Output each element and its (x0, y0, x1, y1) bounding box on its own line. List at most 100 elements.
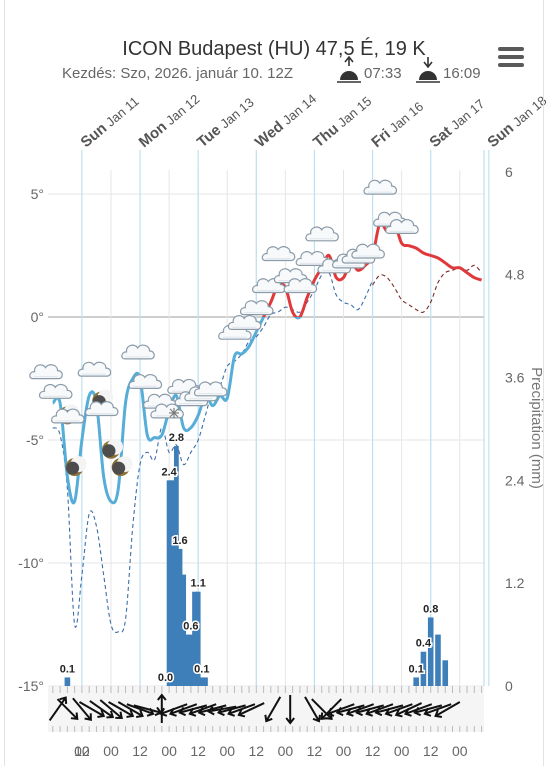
precip-bar (184, 634, 190, 686)
temperature-series-below-zero (51, 317, 302, 505)
day-date: Jan 16 (387, 99, 427, 136)
day-label: SunJan 18 (484, 92, 548, 151)
day-name: Mon (136, 118, 171, 151)
sunset-icon (416, 57, 440, 83)
day-label-text: WedJan 14 (252, 90, 320, 151)
day-label-text: TueJan 13 (194, 94, 257, 151)
precip-label: 1.1 (191, 578, 206, 590)
day-date: Jan 17 (448, 96, 488, 133)
sunrise-icon (337, 55, 361, 83)
precip-label: 1.6 (172, 535, 187, 547)
run-start-label: Kezdés: Szo, 2026. január 10. 12Z (62, 65, 293, 82)
day-date: Jan 15 (335, 93, 375, 130)
y-left-tick: -15° (18, 678, 44, 694)
day-label: SatJan 17 (426, 95, 488, 151)
day-label-text: SatJan 17 (426, 95, 488, 151)
x-hour-tick: 12 (249, 743, 265, 759)
precipitation-bars (64, 446, 449, 686)
x-hour-tick: 00 (219, 743, 235, 759)
precip-bar (435, 634, 441, 686)
y-left-tick: 0° (31, 309, 44, 325)
y-right-tick: 6 (505, 164, 513, 180)
day-label: FriJan 16 (368, 98, 427, 151)
precip-bar (166, 480, 172, 686)
wind-arrow-icon (56, 698, 79, 721)
precip-bar (177, 548, 183, 686)
wind-arrow-icon (237, 702, 265, 718)
wind-arrow-icon (264, 696, 282, 723)
chart-title: ICON Budapest (HU) 47,5 É, 19 K (122, 37, 426, 60)
x-hour-tick: 00 (452, 743, 468, 759)
precip-bar (195, 591, 201, 686)
day-label-text: FriJan 16 (368, 98, 427, 151)
precip-label: 0.1 (60, 663, 75, 675)
precip-bar (64, 677, 71, 686)
day-name: Sun (484, 120, 517, 151)
day-label-text: SunJan 11 (78, 93, 143, 151)
x-hour-tick: 12 (307, 743, 323, 759)
x-hour-tick: 12 (74, 743, 90, 759)
day-label: MonJan 12 (136, 91, 203, 151)
precip-bar (188, 634, 194, 686)
x-hour-tick: 12 (423, 743, 439, 759)
precip-bar (413, 677, 419, 686)
y-left-tick: -10° (18, 555, 44, 571)
hamburger-menu-icon[interactable] (498, 47, 524, 69)
precip-bar (173, 446, 179, 686)
day-label: TueJan 13 (194, 94, 257, 151)
y-right-tick: 2.4 (505, 472, 525, 488)
wind-arrows (48, 686, 484, 732)
day-name: Sun (78, 120, 111, 151)
y-right-tick: 1.2 (505, 575, 525, 591)
day-name: Wed (252, 118, 287, 151)
precip-bar (427, 617, 434, 686)
y-right-tick: 3.6 (505, 369, 525, 385)
plot-background (48, 170, 484, 686)
dewpoint-line (52, 264, 483, 633)
x-hour-tick: 12 (132, 743, 148, 759)
precip-bar (199, 677, 205, 686)
precip-bar (203, 677, 208, 686)
day-date: Jan 14 (280, 91, 320, 128)
precip-label: 2.4 (161, 466, 177, 478)
wind-arrow-icon (227, 703, 256, 717)
precip-label: 2.8 (169, 432, 184, 444)
y-left-tick: 5° (31, 186, 44, 202)
day-date: Jan 11 (103, 94, 142, 130)
y-left-tick: -5° (26, 432, 44, 448)
wind-arrow-icon (285, 695, 295, 725)
precip-label: 0.6 (183, 621, 198, 633)
wind-arrow-icon (72, 697, 92, 721)
dewpoint-series-warm (372, 264, 483, 313)
precip-bar (420, 651, 427, 686)
wind-arrow-icon (48, 696, 68, 722)
wind-arrow-icon (117, 701, 144, 718)
x-hour-tick: 12 (365, 743, 381, 759)
day-name: Thu (310, 120, 342, 151)
day-name: Tue (194, 122, 225, 151)
precip-bar (192, 591, 197, 686)
precip-label: 0.4 (416, 638, 432, 650)
precip-label: 0.0 (158, 672, 173, 684)
wind-arrow-icon (423, 703, 452, 717)
day-date: Jan 12 (163, 91, 203, 128)
x-hour-tick: 00 (278, 743, 294, 759)
wind-arrow-icon (384, 703, 413, 717)
day-label-text: ThuJan 15 (310, 93, 375, 151)
x-hour-tick: 00 (74, 743, 90, 759)
wind-arrow-icon (304, 696, 321, 723)
sunrise-time: 07:33 (364, 65, 402, 82)
day-date: Jan 13 (217, 95, 257, 132)
day-label: SunJan 11 (78, 93, 143, 152)
x-hour-tick: 12 (190, 743, 206, 759)
wind-arrow-icon (157, 693, 167, 723)
chart-header: ICON Budapest (HU) 47,5 É, 19 K Kezdés: S… (62, 37, 481, 83)
y-right-tick: 0 (505, 678, 513, 694)
wind-arrow-icon (197, 704, 227, 717)
precipitation-labels: 0.1 0.0 2.4 2.8 1.6 0.6 1.1 0.1 0.1 0.4 0.8 (58, 431, 440, 686)
day-name: Fri (368, 126, 394, 151)
precip-bar (442, 660, 449, 686)
wind-arrow-icon (108, 701, 135, 718)
precip-bar (170, 480, 176, 686)
day-label-text: SunJan 18 (484, 92, 548, 151)
